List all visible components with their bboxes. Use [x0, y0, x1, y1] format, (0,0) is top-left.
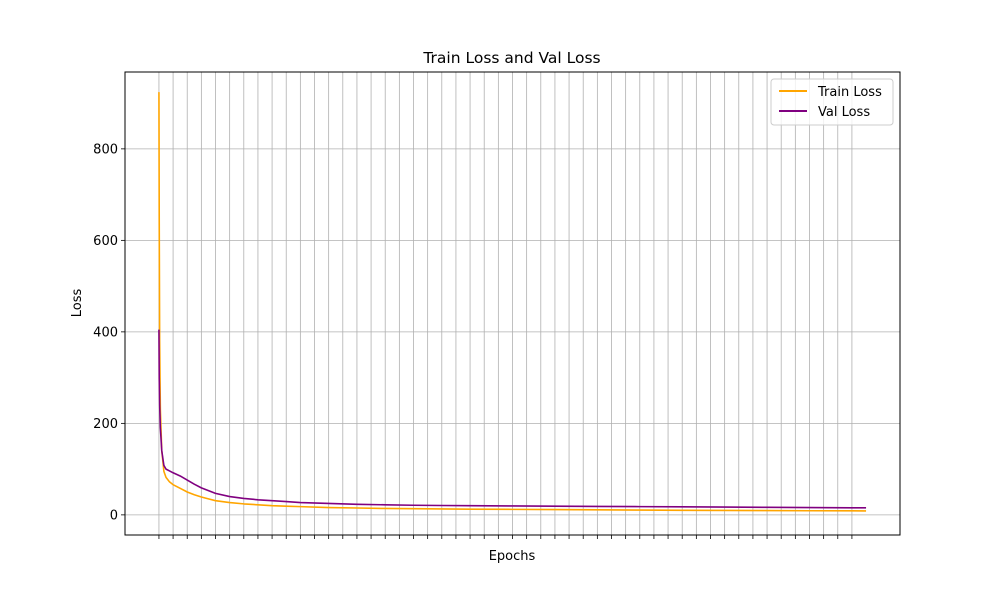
x-ticks: [158, 535, 853, 539]
y-tick-label: 200: [93, 417, 118, 432]
series-layer: [158, 92, 867, 512]
legend-label-train-loss: Train Loss: [817, 85, 882, 100]
y-tick-label: 800: [93, 142, 118, 157]
y-tick-label: 600: [93, 234, 118, 249]
y-ticks: 0 200 400 600 800: [93, 142, 125, 523]
x-axis-label: Epochs: [489, 549, 536, 564]
y-tick-label: 0: [110, 508, 118, 523]
y-tick-label: 400: [93, 325, 118, 340]
legend-label-val-loss: Val Loss: [818, 105, 870, 120]
plot-frame: [124, 71, 901, 536]
series-line-val-loss: [158, 329, 867, 509]
y-grid-lines: [125, 148, 900, 516]
legend: Train Loss Val Loss: [770, 78, 894, 126]
series-line-train-loss: [158, 92, 867, 512]
y-axis-label: Loss: [70, 289, 85, 318]
chart-title: Train Loss and Val Loss: [422, 49, 600, 67]
